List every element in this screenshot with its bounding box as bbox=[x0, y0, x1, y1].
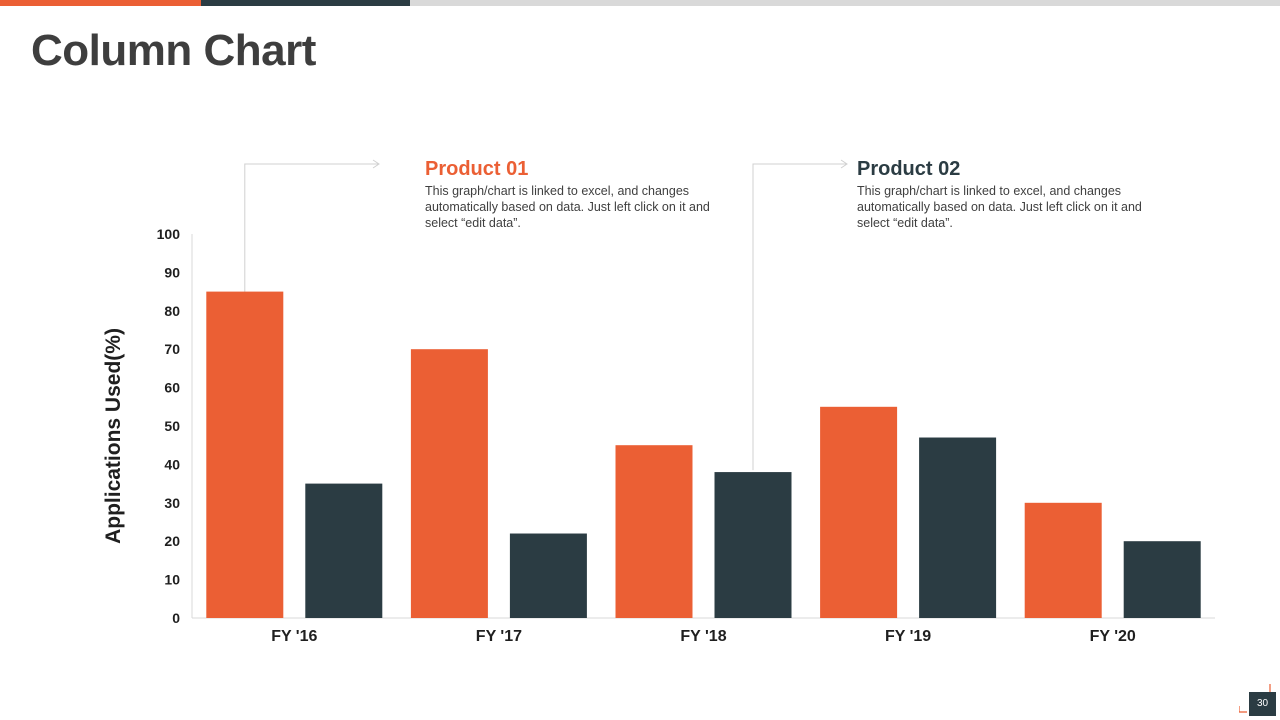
callout-title-product-02: Product 02 bbox=[857, 158, 961, 180]
top-bar-dark-segment bbox=[201, 0, 410, 6]
bar-product-01 bbox=[410, 349, 488, 618]
page-corner-decoration-icon bbox=[1239, 684, 1271, 713]
bar-product-01 bbox=[206, 291, 284, 618]
callout-text-product-02: This graph/chart is linked to excel, and… bbox=[857, 184, 1142, 230]
x-tick-label: FY '18 bbox=[680, 628, 726, 645]
y-tick-label: 70 bbox=[164, 341, 180, 357]
bar-product-02 bbox=[509, 533, 587, 618]
arrow-head-icon bbox=[372, 159, 380, 169]
top-accent-bar bbox=[0, 0, 1280, 6]
bar-product-01 bbox=[1024, 502, 1102, 618]
y-tick-label: 80 bbox=[164, 303, 180, 319]
bar-product-01 bbox=[820, 406, 898, 618]
connector-line-product-01 bbox=[244, 163, 378, 296]
bar-product-02 bbox=[714, 472, 792, 618]
y-tick-label: 90 bbox=[164, 264, 180, 280]
y-tick-label: 10 bbox=[164, 572, 180, 588]
bar-product-01 bbox=[615, 445, 693, 618]
y-axis-title: Applications Used(%) bbox=[102, 328, 125, 544]
x-tick-label: FY '17 bbox=[476, 628, 522, 645]
callout-text-product-01: This graph/chart is linked to excel, and… bbox=[425, 184, 710, 230]
callout-product-01: Product 01 This graph/chart is linked to… bbox=[425, 157, 745, 231]
x-tick-label: FY '20 bbox=[1090, 628, 1136, 645]
y-tick-label: 60 bbox=[164, 380, 180, 396]
bar-product-02 bbox=[305, 483, 383, 618]
y-tick-label: 40 bbox=[164, 456, 180, 472]
slide-title: Column Chart bbox=[31, 26, 316, 75]
top-bar-gray-segment bbox=[410, 0, 1280, 6]
y-tick-label: 100 bbox=[157, 226, 181, 242]
bar-product-02 bbox=[1123, 541, 1201, 618]
top-bar-orange-segment bbox=[0, 0, 201, 6]
callout-title-product-01: Product 01 bbox=[425, 158, 529, 180]
callout-product-02: Product 02 This graph/chart is linked to… bbox=[857, 157, 1177, 231]
chart-labels: 0 10 20 30 40 50 60 70 80 90 100 Applications Used(… bbox=[102, 226, 1136, 645]
y-tick-label: 30 bbox=[164, 495, 180, 511]
y-tick-label: 0 bbox=[172, 610, 180, 626]
y-tick-label: 20 bbox=[164, 533, 180, 549]
connector-line-product-02 bbox=[752, 163, 846, 471]
bar-product-02 bbox=[919, 437, 997, 618]
y-tick-label: 50 bbox=[164, 418, 180, 434]
x-tick-label: FY '16 bbox=[271, 628, 317, 645]
x-tick-label: FY '19 bbox=[885, 628, 931, 645]
callout-connectors bbox=[244, 159, 848, 471]
page-number-badge: 30 bbox=[1249, 692, 1276, 716]
chart-bars bbox=[206, 291, 1201, 618]
arrow-head-icon bbox=[840, 159, 848, 169]
